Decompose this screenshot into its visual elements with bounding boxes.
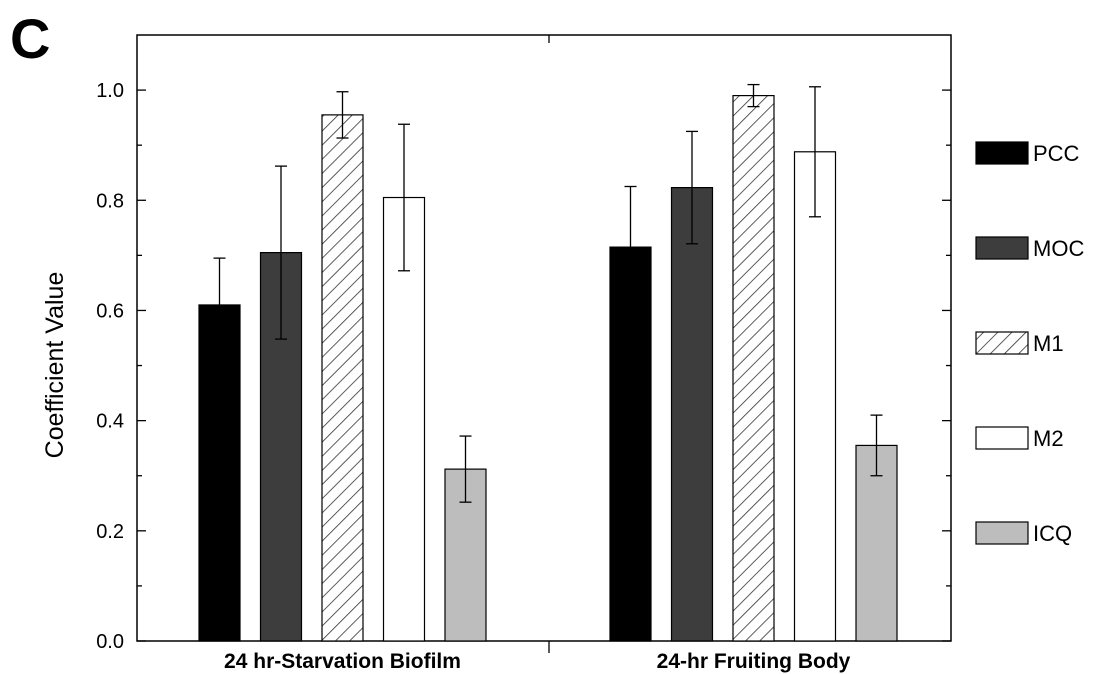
y-tick-label: 0.6 [96,300,124,322]
bar-pcc [198,304,241,642]
legend-swatch-pcc [975,141,1029,165]
x-category-label: 24 hr-Starvation Biofilm [224,650,461,673]
panel-label: C [10,7,50,70]
legend-swatch-m2 [975,426,1029,450]
legend-label-pcc: PCC [1033,141,1080,166]
bar-icq [855,444,898,642]
bar-m1 [732,94,775,642]
plot-area: 0.0 0.2 0.4 0.6 0.8 1.0 24 hr-Starvation Biofi… [96,34,952,673]
plot-frame [136,34,952,642]
y-tick-label: 0.4 [96,411,124,433]
legend-label-icq: ICQ [1033,521,1072,546]
legend-label-moc: MOC [1033,236,1084,261]
y-tick-label: 0.8 [96,190,124,212]
bar-m1 [321,114,364,642]
bar-pcc [609,246,652,642]
y-tick-label: 0.0 [96,631,124,653]
legend-label-m1: M1 [1033,331,1064,356]
legend: PCC MOC M1 M2 ICQ [975,141,1084,546]
legend-swatch-moc [975,236,1029,260]
bar-m2 [793,151,837,642]
legend-label-m2: M2 [1033,426,1064,451]
legend-swatch-icq [975,521,1029,545]
bar-moc [670,187,714,642]
x-category-label: 24-hr Fruiting Body [657,650,851,673]
y-tick-label: 1.0 [96,80,124,102]
y-tick-label: 0.2 [96,521,124,543]
y-axis-title: Coefficient Value [41,272,69,459]
legend-swatch-m1 [975,331,1029,355]
